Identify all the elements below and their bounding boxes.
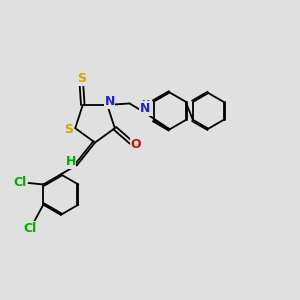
Text: S: S bbox=[64, 123, 73, 136]
Text: Cl: Cl bbox=[14, 176, 27, 190]
Text: O: O bbox=[130, 138, 141, 151]
Text: N: N bbox=[140, 102, 151, 115]
Text: N: N bbox=[104, 95, 115, 109]
Text: H: H bbox=[141, 100, 149, 110]
Text: Cl: Cl bbox=[23, 222, 37, 235]
Text: H: H bbox=[65, 155, 76, 168]
Text: S: S bbox=[77, 72, 86, 85]
